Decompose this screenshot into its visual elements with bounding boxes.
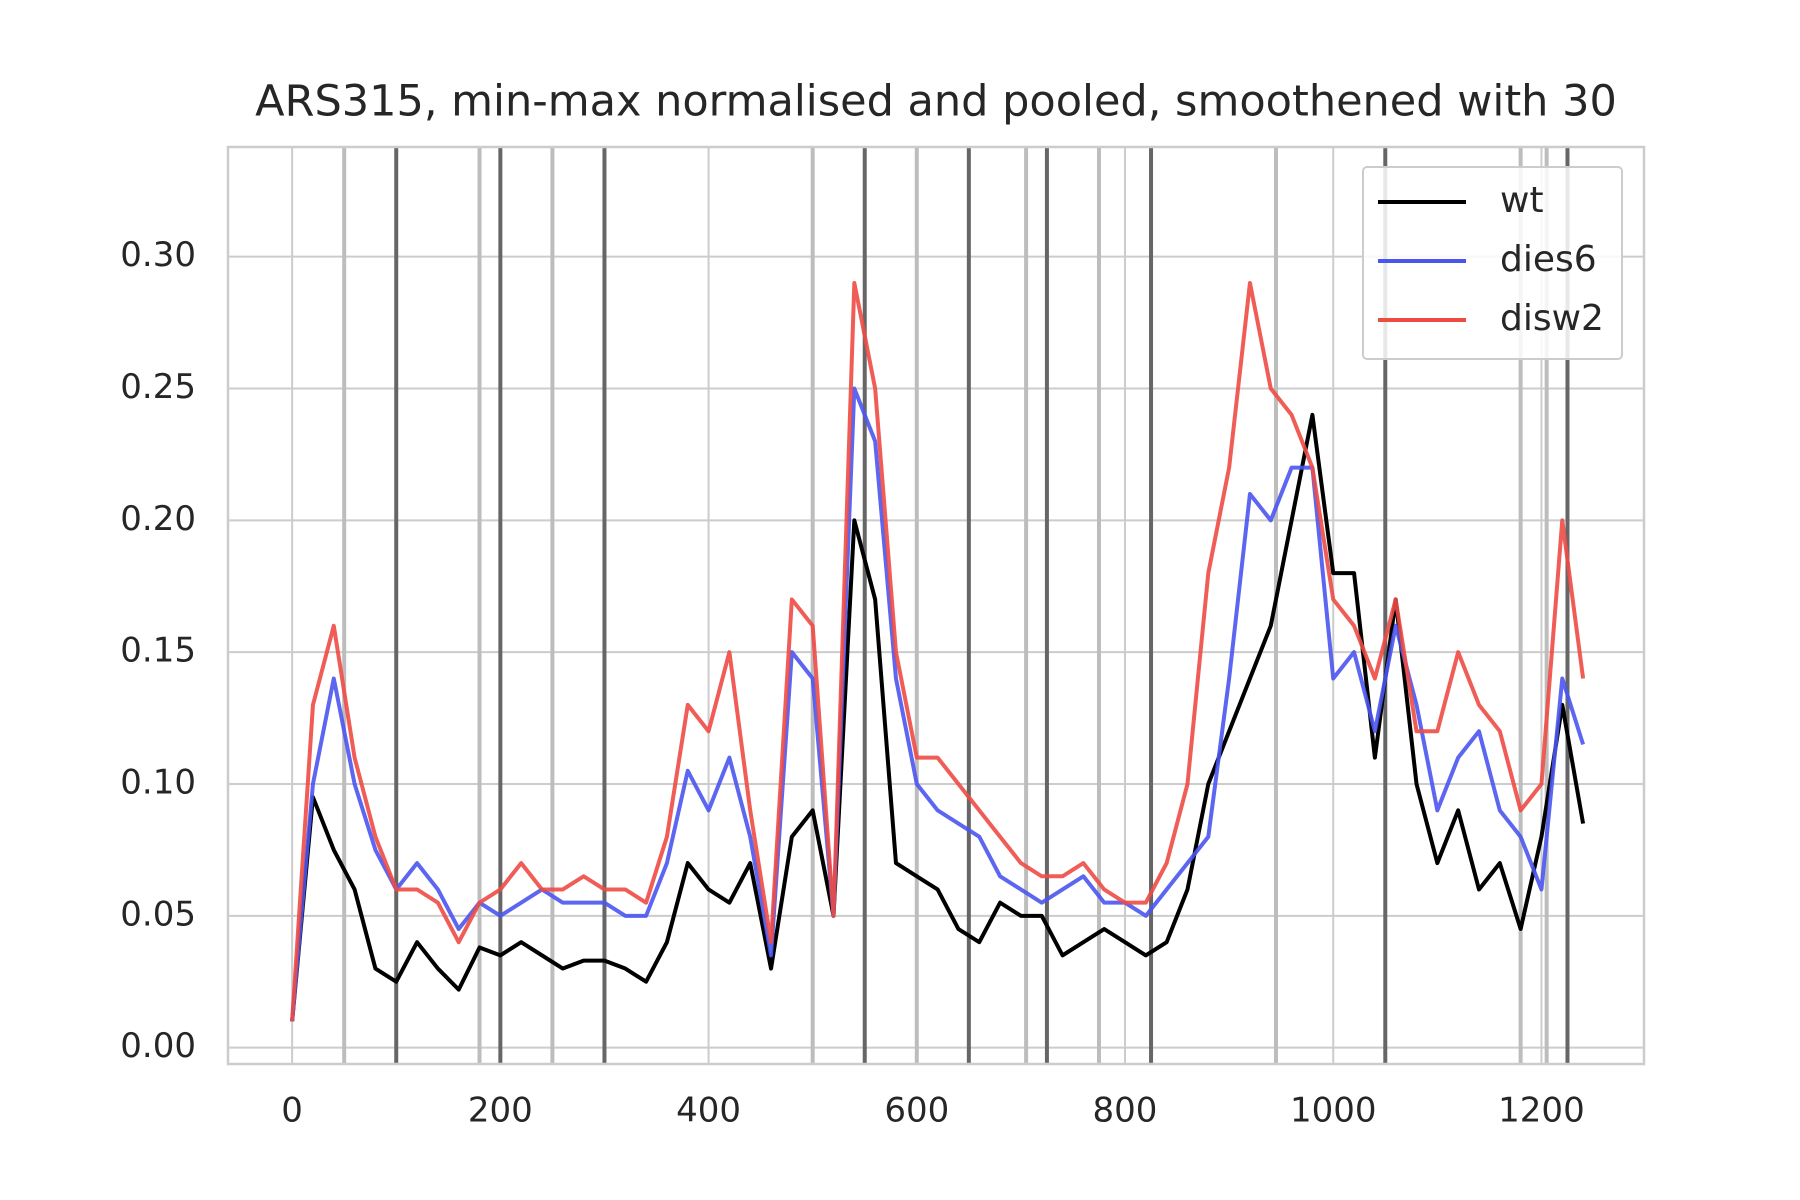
x-tick-label: 1200 <box>1498 1091 1585 1131</box>
x-tick-label: 600 <box>884 1091 949 1131</box>
legend-box <box>1362 166 1623 360</box>
x-tick-label: 0 <box>281 1091 303 1131</box>
series-line <box>290 412 1586 1022</box>
y-tick-label: 0.30 <box>120 235 196 275</box>
x-tick-label: 200 <box>468 1091 533 1131</box>
y-tick-label: 0.25 <box>120 367 196 407</box>
legend-label: dies6 <box>1500 239 1597 280</box>
y-tick-label: 0.10 <box>120 762 196 802</box>
legend-label: disw2 <box>1500 298 1604 339</box>
y-tick-label: 0.05 <box>120 894 196 934</box>
x-tick-label: 800 <box>1093 1091 1158 1131</box>
x-tick-label: 1000 <box>1290 1091 1377 1131</box>
series-line <box>290 281 1586 1022</box>
y-tick-label: 0.15 <box>120 631 196 671</box>
series-line <box>290 386 1586 1022</box>
legend-label: wt <box>1500 180 1544 221</box>
y-tick-label: 0.00 <box>120 1026 196 1066</box>
x-tick-label: 400 <box>676 1091 741 1131</box>
chart-title: ARS315, min-max normalised and pooled, s… <box>255 77 1617 127</box>
y-tick-label: 0.20 <box>120 499 196 539</box>
plot-frame <box>226 145 1646 1066</box>
